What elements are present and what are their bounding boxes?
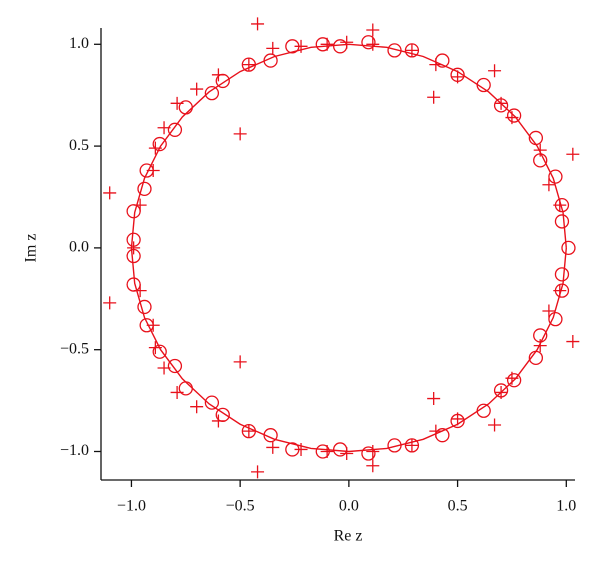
plus-marker <box>488 418 502 432</box>
circle-marker <box>167 122 183 137</box>
plus-marker <box>340 447 354 461</box>
plus-marker <box>427 392 441 406</box>
x-tick-label: −1.0 <box>117 498 146 515</box>
circle-marker <box>506 373 522 388</box>
circle-marker <box>204 86 220 101</box>
plus-marker <box>157 361 171 375</box>
plus-marker <box>366 23 380 37</box>
plus-marker <box>488 64 502 78</box>
plus-marker <box>566 147 580 161</box>
plus-marker <box>366 444 380 458</box>
circle-marker <box>137 181 152 196</box>
plus-marker <box>170 385 184 399</box>
plus-marker <box>233 127 247 141</box>
plus-marker <box>170 96 184 110</box>
plus-marker <box>242 424 256 438</box>
curve <box>130 43 568 453</box>
plus-marker <box>157 121 171 135</box>
x-tick-label: 0.0 <box>339 498 359 515</box>
plus-marker <box>566 335 580 349</box>
plus-marker <box>190 400 204 414</box>
circle-marker <box>361 446 376 461</box>
y-tick-label: −0.5 <box>60 340 89 357</box>
circle-marker <box>167 358 183 374</box>
plus-marker <box>133 198 147 212</box>
plus-marker <box>533 339 547 353</box>
plus-marker <box>266 41 280 55</box>
circle-marker <box>361 35 376 50</box>
plus-marker <box>251 465 265 479</box>
plus-marker <box>103 296 117 310</box>
circle-marker <box>554 267 570 282</box>
x-tick-label: 1.0 <box>556 498 576 515</box>
circle-marker <box>506 108 522 123</box>
plus-marker <box>294 442 308 456</box>
circle-marker <box>554 214 570 229</box>
plus-marker <box>103 186 117 200</box>
y-tick-label: 1.0 <box>69 35 89 52</box>
circle-marker <box>548 312 563 327</box>
plus-marker <box>133 284 147 298</box>
plus-marker <box>233 355 247 369</box>
plus-marker <box>320 444 334 458</box>
plus-marker <box>127 241 141 255</box>
circle-marker <box>137 299 152 315</box>
y-axis-label: Im z <box>23 234 40 263</box>
plus-marker <box>266 440 280 454</box>
plus-marker <box>242 58 256 72</box>
y-tick-label: 0.0 <box>69 239 89 256</box>
plus-marker <box>320 37 334 51</box>
circle-marker <box>204 395 220 410</box>
plus-marker <box>542 304 556 318</box>
plus-marker <box>251 17 265 31</box>
plus-marker <box>427 90 441 104</box>
plus-marker <box>340 35 354 49</box>
circle-marker <box>548 169 563 184</box>
y-tick-label: −1.0 <box>60 442 89 459</box>
x-axis-label: Re z <box>334 528 363 545</box>
plus-marker <box>533 143 547 157</box>
plus-marker <box>451 70 465 84</box>
circle-marker <box>152 344 167 359</box>
plus-marker <box>542 178 556 192</box>
y-tick-label: 0.5 <box>69 137 89 154</box>
plus-marker <box>190 82 204 96</box>
x-tick-label: 0.5 <box>448 498 468 515</box>
circle-marker <box>561 240 576 256</box>
plus-marker <box>211 68 225 82</box>
plus-marker <box>366 459 380 473</box>
circle-marker <box>126 277 141 292</box>
plus-marker <box>405 438 419 452</box>
circle-marker <box>126 204 141 219</box>
x-tick-label: −0.5 <box>226 498 255 515</box>
circle-marker <box>152 136 167 152</box>
plus-marker <box>366 37 380 51</box>
plus-marker <box>405 43 419 57</box>
plus-marker <box>211 414 225 428</box>
plus-marker <box>294 39 308 53</box>
plus-marker <box>451 412 465 426</box>
